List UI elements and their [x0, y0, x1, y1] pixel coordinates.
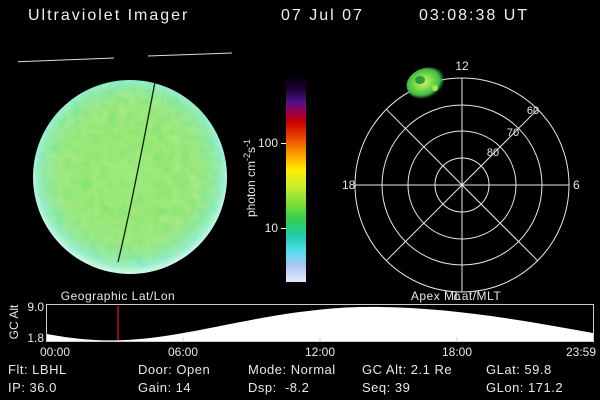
- colorbar-unit-label: photon cm-2s-1: [242, 103, 258, 253]
- spoke-diagonal-2: [385, 108, 539, 262]
- colorbar-unit-sup1: -2: [242, 152, 252, 161]
- colorbar-label-10: 10: [264, 221, 278, 235]
- polar-plot-caption: Apex MLat/MLT: [410, 289, 502, 303]
- terminator-line: [117, 81, 156, 263]
- gc-alt-tick-1-8: 1.8: [27, 331, 44, 345]
- time-label: 03:08:38 UT: [419, 7, 530, 24]
- xtick-2359: 23:59: [565, 345, 596, 359]
- status-gc-alt: GC Alt: 2.1 Re: [362, 362, 453, 377]
- aurora-bright-spot: [432, 85, 438, 91]
- mlat-label-70: 70: [507, 127, 519, 139]
- xtick-1800: 18:00: [441, 345, 473, 359]
- mlat-label-60: 60: [527, 105, 539, 117]
- colorbar: [286, 75, 306, 282]
- mlt-label-18: 18: [342, 178, 356, 192]
- aurora-blob: [406, 67, 446, 99]
- status-mode: Mode: Normal: [248, 362, 336, 377]
- status-gain: Gain: 14: [138, 380, 192, 395]
- mlt-label-12: 12: [455, 59, 469, 73]
- left-image-caption: Geographic Lat/Lon: [60, 289, 176, 303]
- gc-alt-tick-9: 9.0: [27, 300, 44, 314]
- status-door: Door: Open: [138, 362, 211, 377]
- colorbar-tick-10: [281, 228, 286, 229]
- mlat-label-80: 80: [487, 147, 499, 159]
- status-dsp: Dsp: -8.2: [248, 380, 310, 395]
- mlt-label-0: 0: [454, 291, 461, 300]
- status-ip: IP: 36.0: [8, 380, 57, 395]
- disk-mottling-texture: [34, 81, 226, 273]
- uv-disk-image: [18, 52, 233, 274]
- frame-line-right: [147, 52, 233, 57]
- xtick-1200: 12:00: [304, 345, 336, 359]
- frame-line-left: [18, 57, 115, 63]
- status-seq: Seq: 39: [362, 380, 411, 395]
- polar-plot: 12 18 6 0 60 70 80: [342, 59, 580, 300]
- altitude-plot: [46, 304, 594, 342]
- colorbar-tick-100: [281, 143, 286, 144]
- xtick-0600: 06:00: [167, 345, 199, 359]
- mlt-label-6: 6: [573, 178, 580, 192]
- status-glon: GLon: 171.2: [486, 380, 564, 395]
- app-title: Ultraviolet Imager: [28, 7, 190, 24]
- status-glat: GLat: 59.8: [486, 362, 552, 377]
- status-flt: Flt: LBHL: [8, 362, 67, 377]
- colorbar-unit-sup2: -1: [242, 138, 252, 147]
- aurora-dark-spot: [415, 76, 425, 84]
- altitude-curve-area: [47, 306, 593, 341]
- colorbar-label-100: 100: [257, 136, 278, 150]
- xtick-0000: 00:00: [40, 345, 71, 359]
- colorbar-unit-base1: photon cm: [244, 161, 258, 218]
- colorbar-unit-base2: s: [244, 146, 258, 153]
- altitude-plot-frame: [46, 304, 594, 342]
- date-label: 07 Jul 07: [281, 7, 364, 24]
